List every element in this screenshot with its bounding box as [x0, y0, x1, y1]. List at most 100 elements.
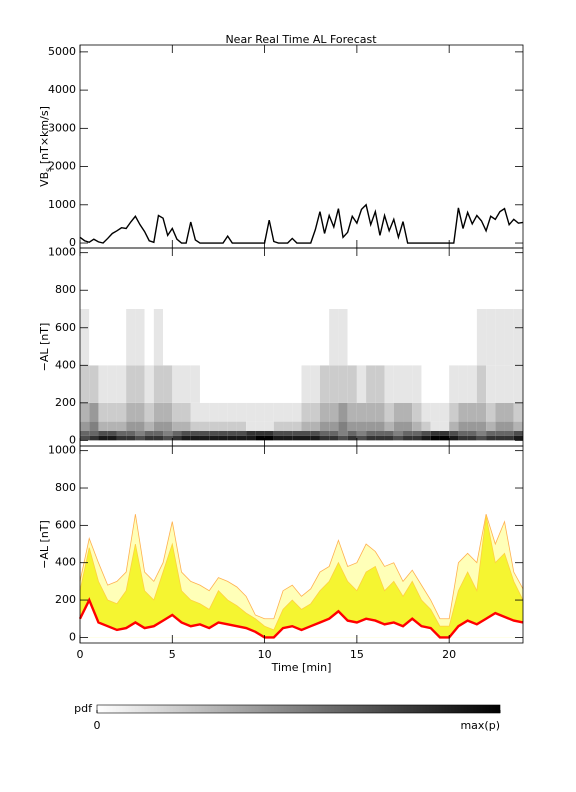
- pdf-cell: [403, 421, 413, 431]
- pdf-cell: [89, 308, 99, 366]
- pdf-cell: [412, 430, 422, 436]
- pdf-cell: [476, 430, 487, 436]
- pdf-cell: [310, 430, 320, 436]
- y-axis-label: −AL [nT]: [38, 323, 51, 372]
- pdf-cell: [163, 435, 173, 441]
- pdf-cell: [356, 308, 367, 366]
- pdf-cell: [255, 435, 265, 441]
- pdf-cell: [153, 365, 164, 403]
- y-tick-label: 1000: [48, 444, 76, 457]
- pdf-cell: [80, 421, 90, 431]
- pdf-cell: [421, 308, 431, 366]
- pdf-cell: [246, 365, 256, 403]
- pdf-cell: [190, 421, 200, 431]
- pdf-cell: [135, 435, 145, 441]
- pdf-cell: [107, 430, 117, 436]
- pdf-cell: [476, 365, 487, 403]
- x-tick-label: 10: [258, 648, 272, 661]
- pdf-cell: [227, 365, 237, 403]
- x-tick-label: 0: [77, 648, 84, 661]
- pdf-cell: [135, 421, 145, 431]
- pdf-cell: [227, 435, 237, 441]
- pdf-cell: [292, 402, 302, 422]
- pdf-cell: [181, 308, 191, 366]
- pdf-cell: [393, 365, 404, 403]
- pdf-cell: [199, 402, 210, 422]
- pdf-cell: [135, 402, 145, 422]
- pdf-cell: [80, 308, 90, 366]
- pdf-cell: [504, 365, 514, 403]
- pdf-cell: [384, 430, 394, 436]
- pdf-cell: [153, 402, 164, 422]
- pdf-cell: [126, 365, 136, 403]
- pdf-cell: [116, 421, 127, 431]
- pdf-cell: [135, 365, 145, 403]
- y-tick-label: 800: [55, 283, 76, 296]
- pdf-cell: [190, 430, 200, 436]
- pdf-cell: [246, 421, 256, 431]
- pdf-cell: [153, 421, 164, 431]
- pdf-cell: [467, 308, 477, 366]
- pdf-cell: [513, 402, 523, 422]
- pdf-cell: [218, 365, 228, 403]
- pdf-cell: [476, 421, 487, 431]
- pdf-cell: [366, 308, 376, 366]
- pdf-cell: [98, 308, 108, 366]
- pdf-cell: [366, 402, 376, 422]
- pdf-cell: [172, 421, 182, 431]
- pdf-cell: [486, 421, 496, 431]
- pdf-cell: [458, 402, 468, 422]
- pdf-cell: [199, 308, 210, 366]
- pdf-cell: [181, 421, 191, 431]
- pdf-cell: [338, 430, 348, 436]
- below-median: [80, 600, 523, 638]
- y-label-subscript: s: [44, 168, 53, 172]
- pdf-cell: [292, 435, 302, 441]
- pdf-cell: [126, 421, 136, 431]
- pdf-cell: [347, 430, 357, 436]
- pdf-cell: [384, 308, 394, 366]
- pdf-cell: [209, 365, 219, 403]
- panel-frame: [79, 445, 524, 644]
- pdf-cell: [199, 421, 210, 431]
- pdf-cell: [449, 308, 459, 366]
- pdf-cell: [209, 430, 219, 436]
- pdf-cell: [476, 308, 487, 366]
- y-tick-label: 400: [55, 556, 76, 569]
- pdf-cell: [504, 435, 514, 441]
- pdf-cell: [338, 365, 348, 403]
- pdf-cell: [199, 365, 210, 403]
- pdf-cell: [144, 308, 154, 366]
- pdf-cell: [384, 365, 394, 403]
- pdf-cell: [144, 430, 154, 436]
- pdf-cell: [513, 435, 523, 441]
- x-axis-label: Time [min]: [271, 661, 332, 674]
- pdf-cell: [144, 402, 154, 422]
- pdf-cell: [356, 435, 367, 441]
- pdf-cell: [421, 402, 431, 422]
- pdf-cell: [283, 430, 293, 436]
- pdf-cell: [126, 430, 136, 436]
- pdf-cell: [439, 430, 450, 436]
- pdf-cell: [301, 435, 311, 441]
- pdf-cell: [495, 435, 505, 441]
- y-label-main: VB: [38, 172, 51, 187]
- pdf-cell: [449, 421, 459, 431]
- pdf-cell: [467, 365, 477, 403]
- pdf-cell: [98, 435, 108, 441]
- pdf-cell: [393, 402, 404, 422]
- pdf-cell: [338, 435, 348, 441]
- colorbar-label: pdf: [74, 702, 93, 715]
- pdf-cell: [347, 421, 357, 431]
- pdf-cell: [181, 435, 191, 441]
- pdf-cell: [80, 435, 90, 441]
- pdf-cell: [495, 402, 505, 422]
- pdf-cell: [144, 365, 154, 403]
- pdf-cell: [319, 430, 330, 436]
- pdf-cell: [236, 435, 247, 441]
- pdf-cell: [310, 402, 320, 422]
- pdf-cell: [393, 308, 404, 366]
- pdf-cell: [209, 435, 219, 441]
- pdf-cell: [458, 435, 468, 441]
- pdf-cell: [329, 421, 339, 431]
